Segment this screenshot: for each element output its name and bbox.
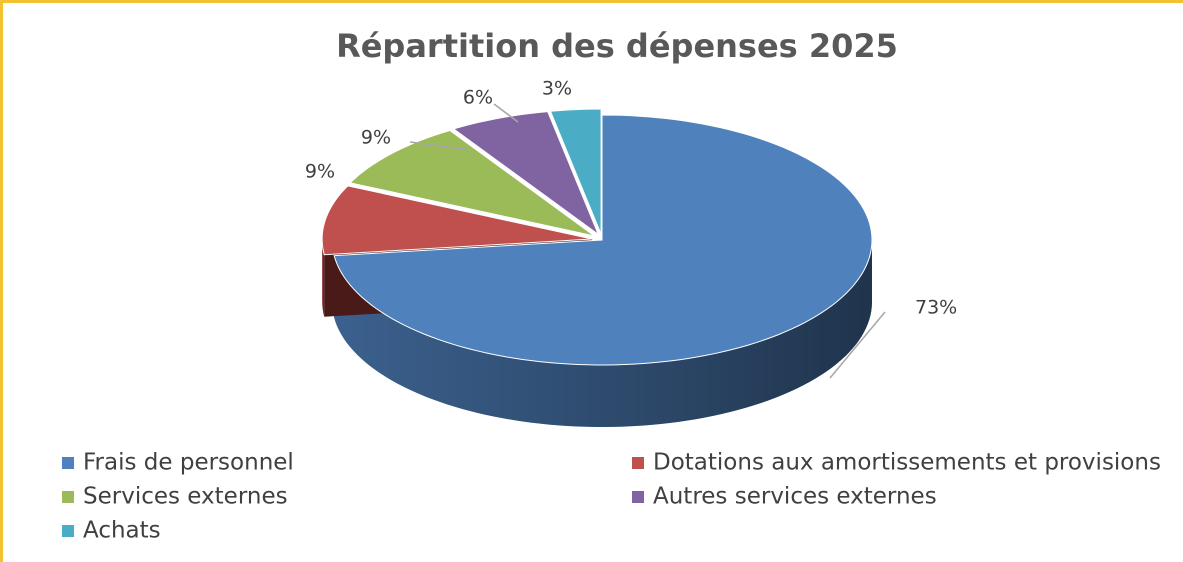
- legend-label: Dotations aux amortissements et provisio…: [653, 450, 1161, 476]
- chart-title: Répartition des dépenses 2025: [336, 27, 898, 65]
- legend-swatch: [62, 457, 74, 469]
- legend-label: Achats: [83, 518, 161, 544]
- legend-swatch: [632, 491, 644, 503]
- slice-side-shade: [322, 239, 325, 317]
- data-label: 73%: [915, 297, 957, 319]
- data-label: 9%: [361, 127, 391, 149]
- data-label: 3%: [542, 78, 572, 100]
- data-label: 9%: [305, 161, 335, 183]
- legend-swatch: [632, 457, 644, 469]
- leader-line: [493, 103, 519, 123]
- slice-side-shade: [334, 240, 872, 427]
- legend-label: Frais de personnel: [83, 450, 294, 476]
- leader-line: [409, 141, 471, 151]
- slice: [452, 111, 600, 236]
- slice: [321, 185, 593, 256]
- slice: [549, 108, 602, 235]
- legend-label: Services externes: [83, 484, 288, 510]
- legend-swatch: [62, 491, 74, 503]
- slice: [333, 114, 873, 366]
- legend-swatch: [62, 525, 74, 537]
- leader-line: [829, 311, 886, 379]
- slice: [349, 129, 595, 237]
- data-label: 6%: [463, 87, 493, 109]
- legend-label: Autres services externes: [653, 484, 937, 510]
